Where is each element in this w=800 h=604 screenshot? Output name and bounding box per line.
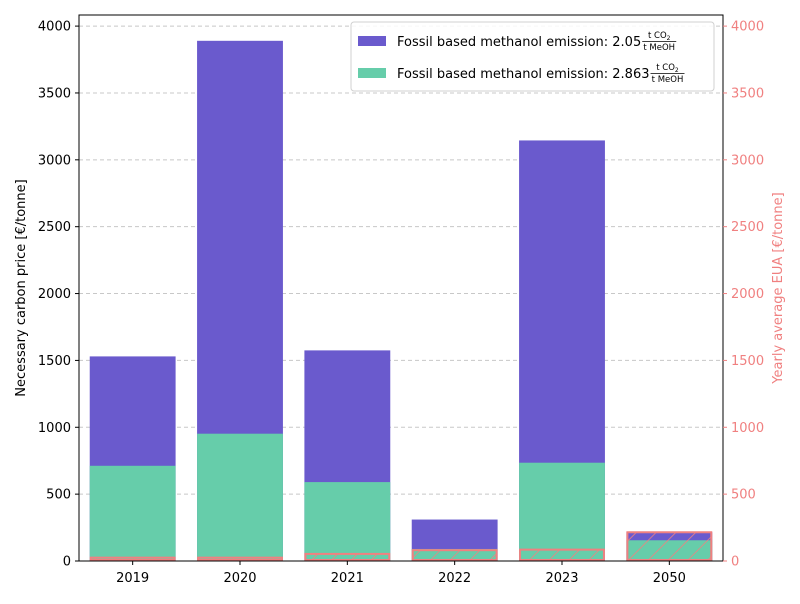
y-right-tick-label: 1000 — [731, 421, 764, 436]
bar-series-2 — [197, 433, 283, 561]
legend-fraction-numerator: t CO2 — [656, 63, 679, 74]
legend-fraction-denominator: t MeOH — [652, 75, 684, 85]
y-right-tick-label: 0 — [731, 555, 739, 570]
eua-bar — [304, 552, 391, 561]
x-tick-label: 2023 — [545, 571, 578, 586]
gridlines — [79, 25, 723, 562]
y-tick-label: 2000 — [38, 287, 71, 302]
legend-box — [350, 21, 715, 92]
y-right-tick-label: 3500 — [731, 86, 764, 101]
legend-label: Fossil based methanol emission: 2.863 — [397, 67, 650, 82]
y-tick-label: 500 — [46, 488, 71, 503]
x-tick-label: 2020 — [223, 571, 256, 586]
eua-bar — [89, 556, 176, 561]
y-axis-label: Necessary carbon price [€/tonne] — [14, 179, 29, 396]
legend-fraction-numerator: t CO2 — [648, 31, 671, 42]
y-tick-label: 1500 — [38, 354, 71, 369]
x-tick-label: 2021 — [331, 571, 364, 586]
legend-fraction-subscript: 2 — [667, 35, 671, 42]
plot-frame — [78, 14, 724, 562]
legend: Fossil based methanol emission: 2.05 t CO… — [350, 21, 715, 92]
eua-bar — [626, 531, 713, 562]
y-right-tick-label: 500 — [731, 488, 756, 503]
eua-bar — [197, 556, 283, 561]
x-tick-label: 2050 — [653, 571, 686, 586]
y-right-axis-label: Yearly average EUA [€/tonne] — [771, 192, 786, 384]
legend-fraction-subscript: 2 — [675, 67, 679, 74]
y-right-tick-label: 3000 — [731, 153, 764, 168]
y-tick-label: 0 — [63, 555, 71, 570]
bar-series-2 — [304, 482, 391, 561]
axes: 2019 2020 2021 2022 2023 2050 0 0 500 500 1000 1000… — [14, 14, 786, 586]
eua-bar — [519, 548, 605, 562]
y-tick-label: 2500 — [38, 220, 71, 235]
x-tick-label: 2019 — [116, 571, 149, 586]
eua-bar — [411, 549, 498, 562]
legend-swatch — [358, 36, 386, 46]
legend-swatch — [358, 68, 386, 78]
legend-label: Fossil based methanol emission: 2.05 — [397, 35, 641, 50]
y-right-tick-label: 1500 — [731, 354, 764, 369]
y-tick-label: 1000 — [38, 421, 71, 436]
legend-fraction-denominator: t MeOH — [643, 43, 675, 53]
bar-series-2 — [519, 462, 605, 561]
x-tick-label: 2022 — [438, 571, 471, 586]
y-right-tick-label: 2000 — [731, 287, 764, 302]
y-right-tick-label: 2500 — [731, 220, 764, 235]
y-right-tick-label: 4000 — [731, 20, 764, 35]
bar-series-2 — [89, 465, 176, 561]
y-tick-label: 3500 — [38, 86, 71, 101]
bars — [89, 40, 713, 562]
eua-bars — [89, 531, 713, 562]
y-tick-label: 3000 — [38, 153, 71, 168]
y-tick-label: 4000 — [38, 20, 71, 35]
